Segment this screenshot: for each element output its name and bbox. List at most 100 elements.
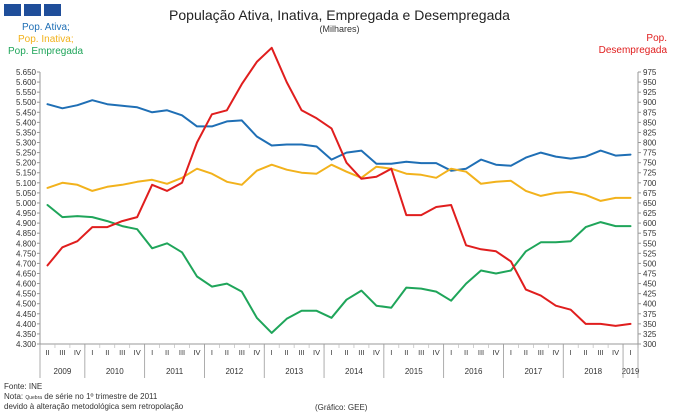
quarter-label: I xyxy=(390,348,392,357)
right-tick-label: 825 xyxy=(643,128,657,137)
quarter-label: IV xyxy=(134,348,141,357)
right-tick-label: 925 xyxy=(643,88,657,97)
left-tick-label: 5.000 xyxy=(16,199,37,208)
left-tick-label: 5.250 xyxy=(16,149,37,158)
quarter-label: III xyxy=(59,348,65,357)
legend-empregada: Pop. Empregada xyxy=(8,46,84,57)
quarter-label: II xyxy=(165,348,169,357)
left-tick-label: 5.550 xyxy=(16,88,37,97)
quarter-label: III xyxy=(478,348,484,357)
year-label: 2016 xyxy=(465,367,483,376)
quarter-label: II xyxy=(105,348,109,357)
right-tick-label: 325 xyxy=(643,330,657,339)
year-label: 2010 xyxy=(106,367,124,376)
left-tick-label: 4.650 xyxy=(16,269,37,278)
left-tick-label: 5.650 xyxy=(16,68,37,77)
quarter-label: II xyxy=(464,348,468,357)
footer-nota-line2: devido à alteração metodológica sem retr… xyxy=(4,402,184,411)
quarter-label: I xyxy=(570,348,572,357)
quarter-label: I xyxy=(271,348,273,357)
right-tick-label: 375 xyxy=(643,310,657,319)
left-tick-label: 4.900 xyxy=(16,219,37,228)
year-label: 2009 xyxy=(54,367,72,376)
quarter-label: I xyxy=(629,348,631,357)
right-tick-label: 675 xyxy=(643,189,657,198)
right-tick-label: 450 xyxy=(643,280,657,289)
left-tick-label: 4.950 xyxy=(16,209,37,218)
left-tick-label: 5.600 xyxy=(16,78,37,87)
quarter-label: I xyxy=(151,348,153,357)
footer-fonte: Fonte: INE xyxy=(4,382,43,391)
left-tick-label: 4.700 xyxy=(16,259,37,268)
right-tick-label: 300 xyxy=(643,340,657,349)
quarter-label: III xyxy=(119,348,125,357)
quarter-label: III xyxy=(418,348,424,357)
year-label: 2018 xyxy=(584,367,602,376)
right-tick-label: 975 xyxy=(643,68,657,77)
series-line-empregada xyxy=(46,204,632,334)
year-label: 2015 xyxy=(405,367,423,376)
left-tick-label: 5.300 xyxy=(16,139,37,148)
quarter-label: II xyxy=(45,348,49,357)
quarter-label: II xyxy=(524,348,528,357)
quarter-label: III xyxy=(239,348,245,357)
left-tick-label: 4.750 xyxy=(16,249,37,258)
left-tick-label: 4.400 xyxy=(16,320,37,329)
quarter-label: III xyxy=(179,348,185,357)
quarter-label: II xyxy=(404,348,408,357)
quarter-label: IV xyxy=(253,348,260,357)
quarter-label: IV xyxy=(193,348,200,357)
quarter-label: I xyxy=(450,348,452,357)
right-tick-label: 775 xyxy=(643,149,657,158)
left-tick-label: 5.200 xyxy=(16,159,37,168)
right-tick-label: 950 xyxy=(643,78,657,87)
year-label: 2013 xyxy=(285,367,303,376)
right-tick-label: 900 xyxy=(643,98,657,107)
series-line-ativa xyxy=(46,99,632,172)
gee-logo xyxy=(4,4,61,16)
year-label: 2012 xyxy=(225,367,243,376)
right-tick-label: 700 xyxy=(643,179,657,188)
legend-ativa: Pop. Ativa; xyxy=(22,22,70,33)
quarter-label: I xyxy=(330,348,332,357)
quarter-label: I xyxy=(91,348,93,357)
left-tick-label: 4.500 xyxy=(16,300,37,309)
year-label: 2011 xyxy=(166,367,184,376)
right-tick-label: 500 xyxy=(643,259,657,268)
footer-nota-rest: de série no 1º trimestre de 2011 xyxy=(44,392,158,401)
right-tick-label: 800 xyxy=(643,139,657,148)
right-tick-label: 850 xyxy=(643,118,657,127)
footer-nota-word: Quebra xyxy=(25,395,43,401)
quarter-label: II xyxy=(584,348,588,357)
quarter-label: II xyxy=(344,348,348,357)
quarter-label: IV xyxy=(74,348,81,357)
quarter-label: IV xyxy=(552,348,559,357)
right-tick-label: 875 xyxy=(643,108,657,117)
quarter-label: IV xyxy=(313,348,320,357)
logo-square-1 xyxy=(4,4,21,16)
quarter-label: IV xyxy=(492,348,499,357)
left-tick-label: 5.100 xyxy=(16,179,37,188)
quarter-label: I xyxy=(211,348,213,357)
quarter-label: III xyxy=(538,348,544,357)
chart-title: População Ativa, Inativa, Empregada e De… xyxy=(169,7,510,23)
left-tick-label: 5.500 xyxy=(16,98,37,107)
right-tick-label: 625 xyxy=(643,209,657,218)
left-tick-label: 4.800 xyxy=(16,239,37,248)
right-tick-label: 550 xyxy=(643,239,657,248)
left-tick-label: 5.450 xyxy=(16,108,37,117)
legend-inativa: Pop. Inativa; xyxy=(18,34,74,45)
left-tick-label: 5.050 xyxy=(16,189,37,198)
year-label: 2017 xyxy=(524,367,542,376)
logo-square-3 xyxy=(44,4,61,16)
left-tick-label: 4.850 xyxy=(16,229,37,238)
right-tick-label: 575 xyxy=(643,229,657,238)
left-tick-label: 4.300 xyxy=(16,340,37,349)
right-tick-label: 750 xyxy=(643,159,657,168)
right-tick-label: 525 xyxy=(643,249,657,258)
series-line-desempregada xyxy=(46,46,632,327)
legend-desempregada-1: Pop. xyxy=(646,33,667,44)
quarter-label: II xyxy=(285,348,289,357)
quarter-label: IV xyxy=(373,348,380,357)
